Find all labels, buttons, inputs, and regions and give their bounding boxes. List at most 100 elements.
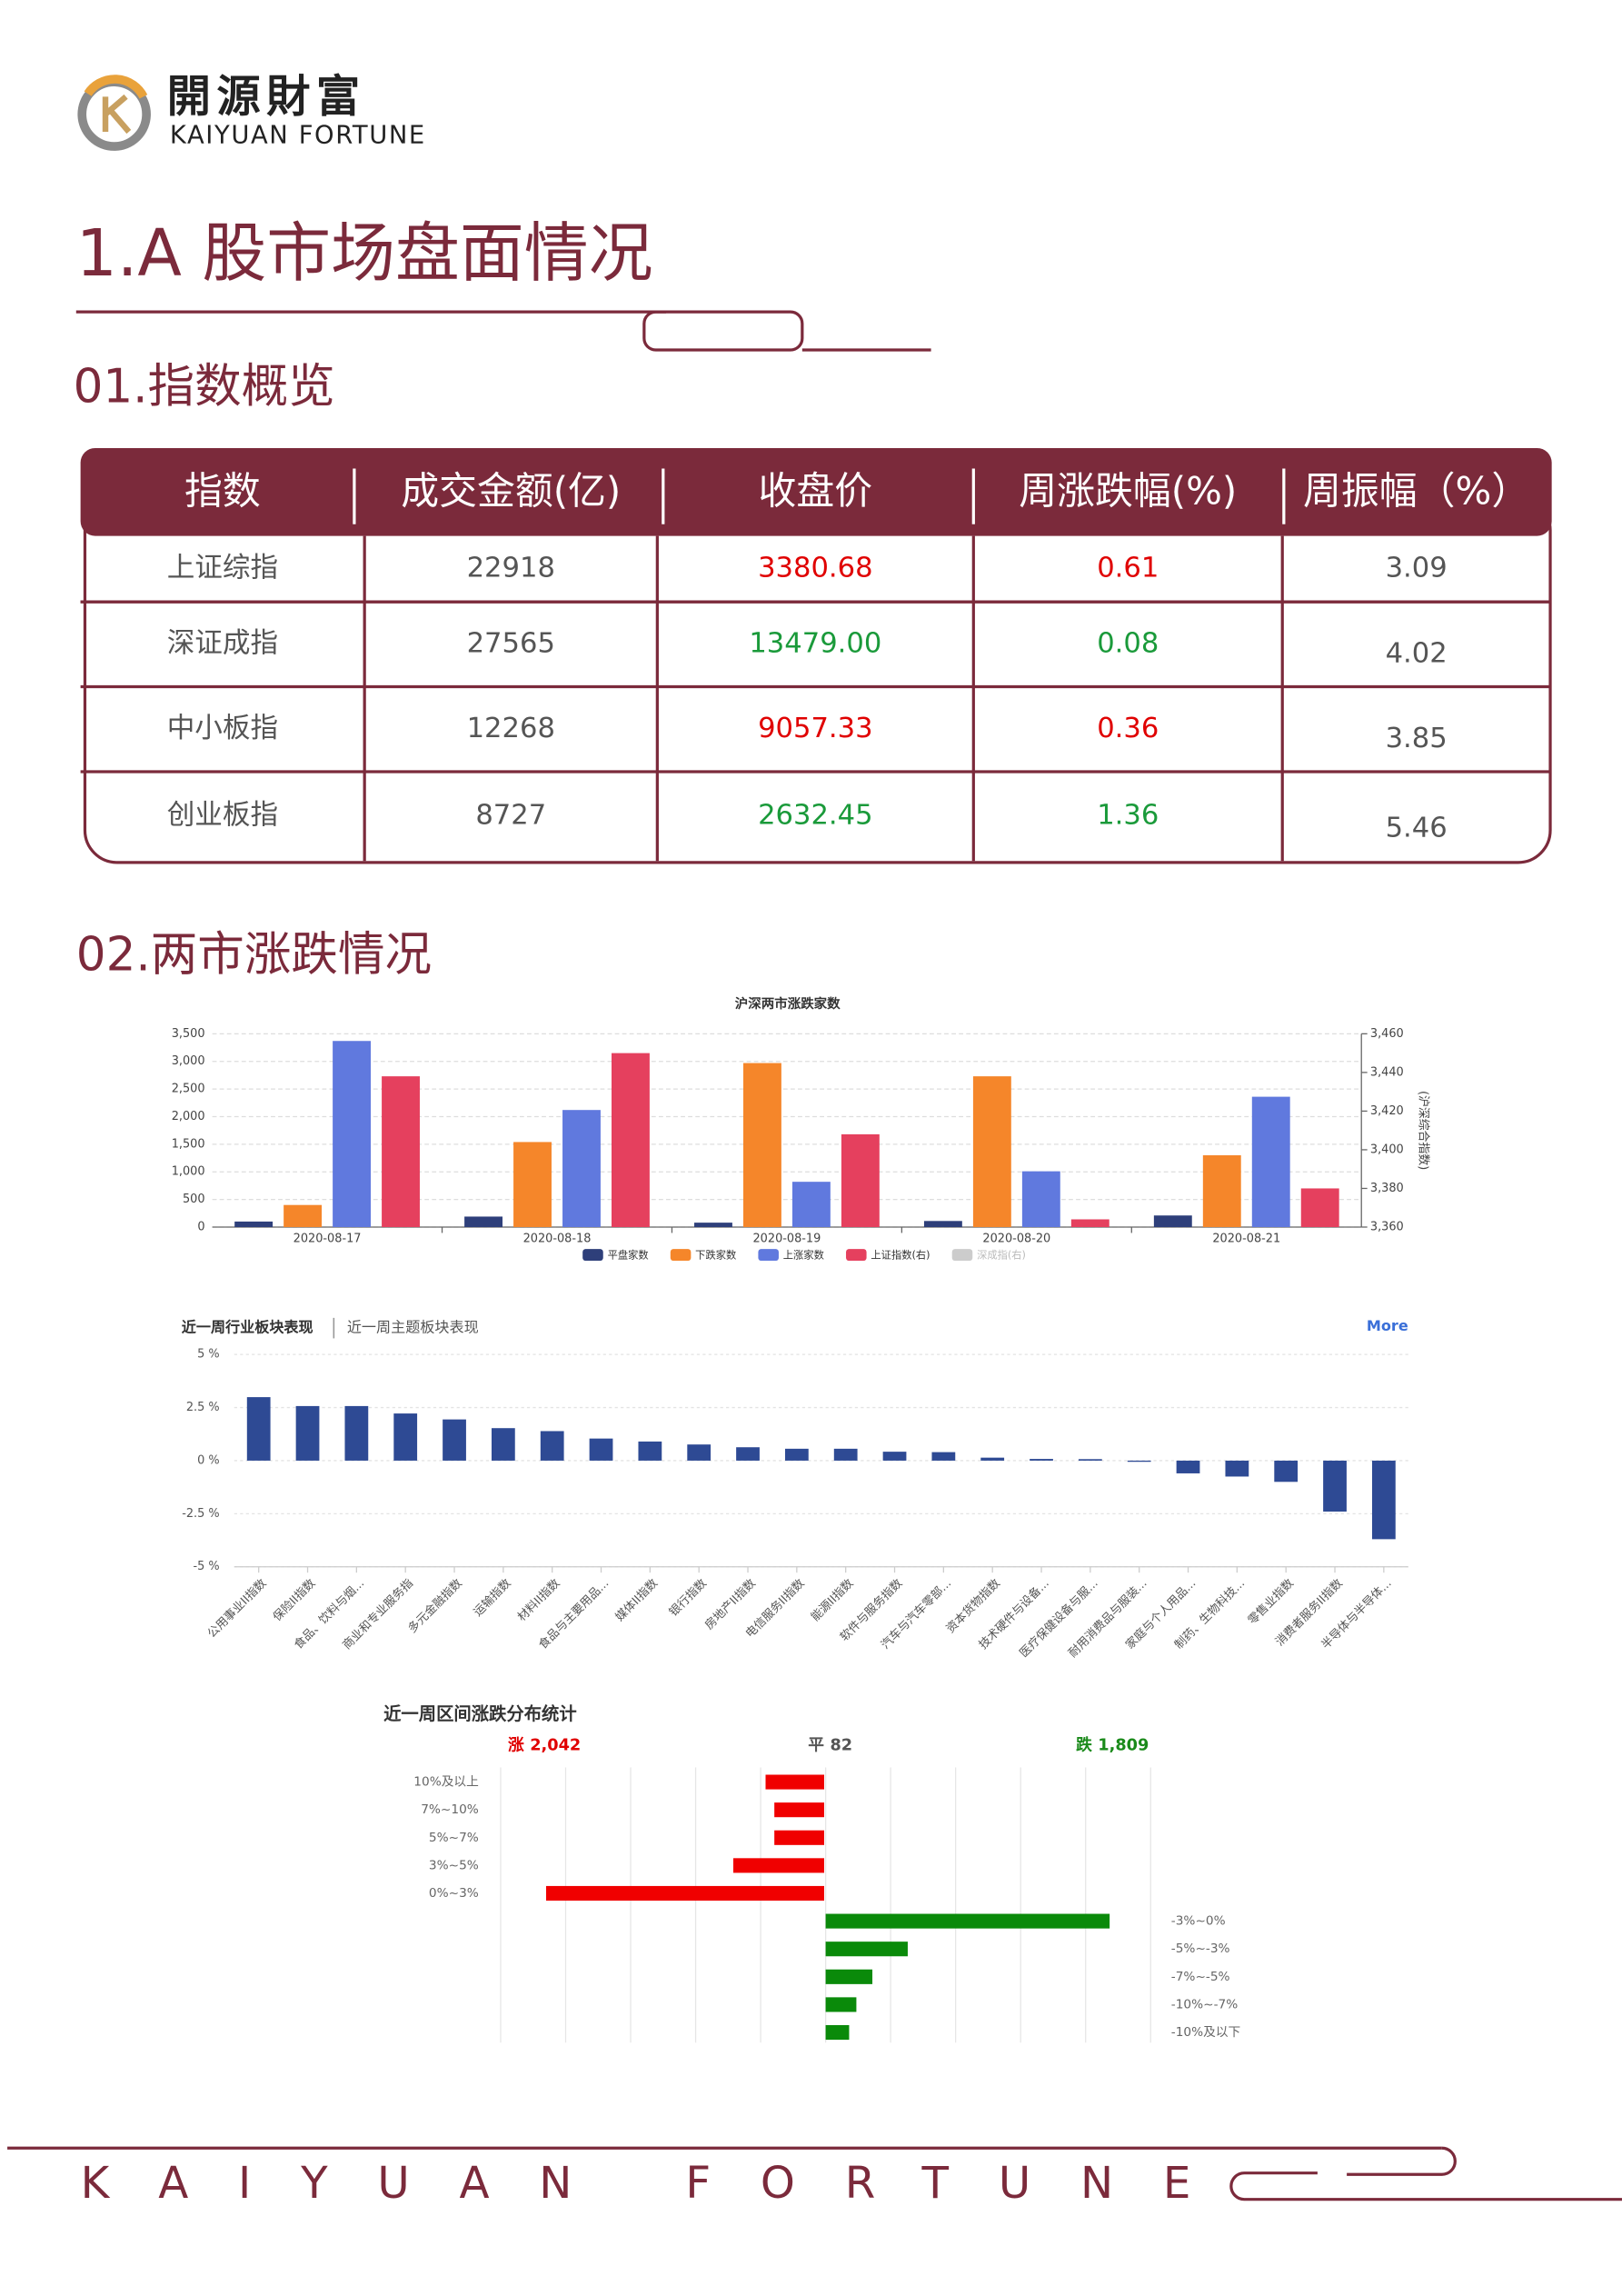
x-tick-label: 2020-08-21 [1212, 1232, 1280, 1245]
category-label: -3%~0% [1171, 1914, 1226, 1929]
bar [825, 1969, 873, 1984]
bar [1300, 1188, 1339, 1227]
bar [1371, 1460, 1396, 1540]
bar [638, 1441, 662, 1461]
bar [1225, 1460, 1249, 1477]
table-cell: 0.08 [1097, 627, 1159, 659]
bar [765, 1774, 824, 1790]
section-title: 01.指数概览 [74, 360, 335, 414]
y-tick-label: 2,500 [172, 1083, 205, 1096]
bar [513, 1142, 552, 1227]
summary-value: 1,809 [1098, 1736, 1149, 1754]
x-tick-label: 银行指数 [667, 1576, 710, 1619]
summary-name: 涨 [508, 1735, 524, 1754]
category-label: -10%~-7% [1171, 1997, 1238, 2011]
table-cell: 3380.68 [758, 552, 873, 584]
bar [1021, 1171, 1060, 1227]
bar [732, 1858, 824, 1873]
logo-cn: 開源財富 [167, 72, 366, 123]
category-label: -10%及以下 [1171, 2025, 1240, 2040]
table-cell: 22918 [467, 552, 555, 584]
x-tick-label: 能源II指数 [809, 1576, 856, 1623]
table-cell: 深证成指 [167, 627, 278, 659]
bar [540, 1431, 564, 1461]
tab: 近一周主题板块表现 [347, 1319, 479, 1336]
table-cell: 9057.33 [758, 713, 873, 744]
section-title: 02.两市涨跌情况 [76, 928, 432, 983]
summary-name: 平 [808, 1736, 824, 1754]
bar [923, 1221, 962, 1227]
bar [742, 1063, 781, 1227]
table-cell: 3.85 [1386, 723, 1448, 754]
x-tick-label: 2020-08-19 [753, 1232, 821, 1245]
legend-label: 上涨家数 [783, 1248, 824, 1261]
y2-tick-label: 3,380 [1370, 1182, 1404, 1195]
chart-title: 沪深两市涨跌家数 [735, 995, 841, 1012]
bar [1153, 1215, 1192, 1227]
logo-en: KAIYUAN FORTUNE [170, 121, 426, 149]
y-tick-label: 1,000 [172, 1165, 205, 1179]
footer-text: KAIYUAN FORTUNE [81, 2158, 1241, 2209]
bar [295, 1405, 320, 1461]
bar [234, 1221, 274, 1227]
bar [464, 1216, 503, 1227]
table-cell: 13479.00 [749, 627, 881, 659]
table-header-cell: 指数 [184, 468, 261, 513]
legend-label: 深成指(右) [977, 1248, 1026, 1261]
category-label: 0%~3% [429, 1886, 479, 1901]
x-tick-label: 零售业指数 [1245, 1576, 1297, 1628]
logo [77, 75, 151, 151]
y-tick-label: 1,500 [172, 1137, 205, 1151]
table-header-cell: 周涨跌幅(%) [1019, 468, 1237, 513]
bar [546, 1885, 824, 1902]
x-tick-label: 保险II指数 [271, 1576, 318, 1623]
bar [784, 1448, 809, 1461]
bar [736, 1447, 760, 1461]
bar [1078, 1459, 1102, 1461]
x-tick-label: 公用事业II指数 [205, 1576, 270, 1641]
y-tick-label: 2.5 % [186, 1401, 220, 1414]
table-cell: 上证综指 [167, 552, 278, 584]
bar [687, 1444, 711, 1461]
bar [774, 1830, 824, 1845]
bar [774, 1802, 824, 1818]
y-tick-label: 0 [197, 1220, 204, 1233]
logo-k [102, 94, 132, 135]
y-tick-label: 500 [183, 1193, 205, 1206]
bar [882, 1452, 907, 1461]
summary-value: 82 [830, 1736, 852, 1754]
title-rule [75, 310, 931, 352]
table-header-cell: 周振幅（%） [1303, 468, 1529, 513]
y2-tick-label: 3,440 [1370, 1065, 1404, 1079]
bar [791, 1182, 831, 1227]
y-tick-label: 2,000 [172, 1110, 205, 1123]
more-link[interactable]: More [1367, 1317, 1408, 1334]
table-cell: 创业板指 [167, 800, 278, 832]
bar [491, 1428, 515, 1461]
table-header-cell: 收盘价 [759, 468, 873, 513]
bar [825, 1997, 857, 2012]
category-label: -5%~-3% [1171, 1942, 1230, 1956]
legend-swatch [670, 1249, 692, 1262]
table-cell: 8727 [475, 800, 546, 832]
bar [443, 1419, 466, 1461]
table-cell: 5.46 [1386, 812, 1448, 844]
legend-swatch [582, 1249, 603, 1262]
y2-tick-label: 3,360 [1370, 1220, 1404, 1233]
bar [284, 1204, 323, 1227]
y-tick-label: 3,000 [172, 1054, 205, 1068]
bar [825, 2024, 850, 2041]
x-tick-label: 媒体II指数 [613, 1576, 661, 1623]
legend-swatch [951, 1249, 973, 1262]
table: 指数 成交金额(亿) 收盘价 周涨跌幅(%) 周振幅（%） 上证综指 22918 3380.6… [80, 468, 1551, 862]
x-tick-label: 2020-08-18 [523, 1232, 592, 1245]
bar [1176, 1460, 1200, 1473]
x-tick-label: 材料II指数 [515, 1576, 562, 1623]
tab: 近一周行业板块表现 [182, 1319, 313, 1336]
table-cell: 2632.45 [758, 800, 873, 832]
chart: 近一周行业板块表现 近一周主题板块表现 More -5 % -2.5 % 0 % 2.5 %… [182, 1317, 1408, 1661]
y-tick-label: -5 % [193, 1560, 219, 1573]
logo-arc [84, 75, 148, 99]
